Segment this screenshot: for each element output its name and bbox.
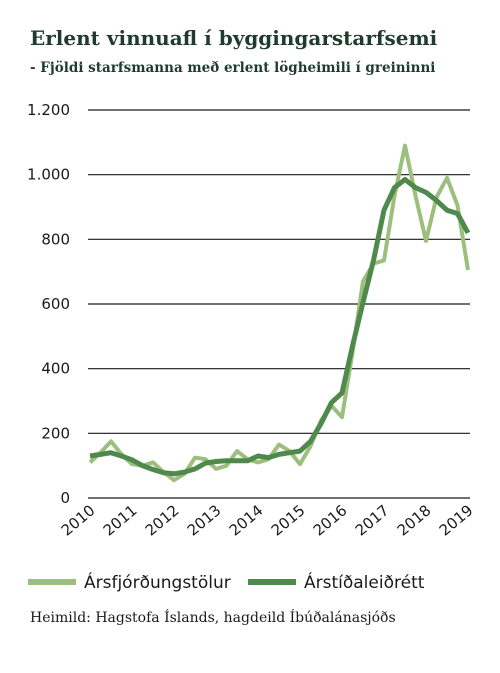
legend-label-seasonally-adjusted: Árstíðaleiðrétt [304, 571, 425, 593]
y-tick-label: 200 [41, 424, 70, 442]
x-tick-label: 2015 [268, 501, 309, 539]
y-tick-label: 800 [41, 230, 70, 248]
grid-lines [88, 109, 470, 499]
x-tick-label: 2017 [352, 501, 393, 539]
x-tick-label: 2014 [226, 501, 267, 539]
x-tick-label: 2010 [58, 501, 99, 539]
y-tick-label: 0 [60, 489, 70, 507]
x-tick-label: 2011 [100, 501, 141, 539]
legend-label-quarterly: Ársfjórðungstölur [84, 571, 231, 593]
x-axis-labels: 2010 2011 2012 2013 2014 2015 2016 2017 2018 2019 [58, 501, 477, 539]
series-lines [88, 143, 471, 483]
series-line-seasonally-adjusted [89, 177, 471, 477]
source-note: Heimild: Hagstofa Íslands, hagdeild Íbúð… [30, 610, 396, 626]
y-axis-labels: 0 200 400 600 800 1.000 1.200 [27, 101, 70, 507]
y-tick-label: 1.200 [27, 101, 70, 119]
x-tick-label: 2013 [184, 501, 225, 539]
x-tick-label: 2019 [436, 501, 477, 539]
chart-subtitle: - Fjöldi starfsmanna með erlent lögheimi… [30, 60, 436, 76]
series-line-quarterly [88, 143, 470, 483]
y-tick-label: 1.000 [27, 166, 70, 184]
x-tick-label: 2012 [142, 501, 183, 539]
y-tick-label: 600 [41, 295, 70, 313]
y-tick-label: 400 [41, 360, 70, 378]
chart-title: Erlent vinnuafl í byggingarstarfsemi [30, 26, 438, 50]
x-tick-label: 2018 [394, 501, 435, 539]
x-tick-label: 2016 [310, 501, 351, 539]
legend: Ársfjórðungstölur Árstíðaleiðrétt [28, 571, 425, 593]
